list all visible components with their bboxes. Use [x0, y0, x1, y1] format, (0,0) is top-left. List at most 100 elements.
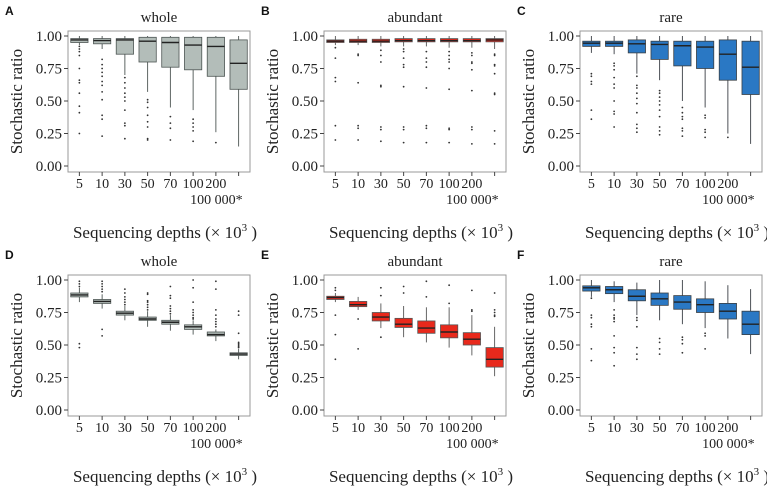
outlier-point	[635, 353, 638, 355]
x-axis-label: Sequencing depths (× 103 )	[73, 222, 257, 242]
x-tick-label: 70	[163, 421, 177, 436]
outlier-point	[237, 345, 240, 348]
outlier-point	[101, 67, 104, 70]
outlier-point	[78, 50, 81, 53]
outlier-point	[334, 286, 337, 289]
y-tick-label: 0.25	[292, 371, 318, 387]
outlier-point	[681, 127, 684, 130]
outlier-point	[123, 303, 126, 306]
x-tick-label: 100	[439, 177, 460, 192]
plot-area	[579, 274, 763, 417]
outlier-point	[613, 309, 616, 311]
y-tick-label: 0.25	[292, 127, 318, 143]
outlier-point	[192, 316, 195, 319]
outlier-point	[192, 311, 195, 314]
panel-letter: E	[261, 248, 269, 262]
outlier-point	[146, 306, 149, 309]
outlier-point	[493, 292, 496, 294]
outlier-point	[334, 76, 337, 79]
x-tick-label: 30	[630, 421, 644, 436]
outlier-point	[78, 81, 81, 84]
outlier-point	[101, 285, 104, 288]
box-10	[605, 281, 624, 367]
box-iqr	[394, 317, 413, 328]
x-axis-label-superscript: 3	[242, 466, 248, 478]
y-tick-label: 1.00	[36, 29, 62, 45]
x-axis-label: Sequencing depths (× 103 )	[329, 466, 513, 486]
x-tick-label: 100	[183, 421, 204, 436]
box-iqr	[627, 289, 646, 302]
x-axis-label-text: Sequencing depths (× 10	[585, 223, 754, 242]
x-tick-label: 30	[374, 421, 388, 436]
x-axis-label: Sequencing depths (× 103 )	[585, 222, 767, 242]
outlier-point	[681, 338, 684, 341]
outlier-point	[123, 87, 126, 89]
outlier-point	[613, 351, 616, 354]
y-tick-label: 0.50	[36, 94, 62, 110]
outlier-point	[146, 126, 149, 128]
outlier-point	[146, 120, 149, 123]
outlier-point	[146, 98, 149, 101]
outlier-point	[448, 302, 451, 305]
outlier-point	[192, 314, 195, 316]
box-iqr	[627, 39, 646, 54]
x-tick-label: 70	[163, 177, 177, 192]
outlier-point	[379, 294, 382, 297]
box-50	[138, 292, 157, 327]
x-tick-label: 50	[397, 177, 411, 192]
outlier-point	[658, 92, 661, 95]
y-axis-label: Stochastic ratio	[519, 293, 538, 398]
outlier-point	[334, 57, 337, 59]
outlier-point	[402, 141, 405, 144]
y-tick-label: 1.00	[548, 29, 574, 45]
outlier-point	[681, 118, 684, 121]
outlier-point	[192, 122, 195, 124]
box-5	[70, 280, 89, 349]
box-100000	[229, 36, 248, 147]
outlier-point	[658, 348, 661, 350]
outlier-point	[681, 135, 684, 138]
box-iqr	[417, 320, 436, 334]
outlier-point	[123, 96, 126, 98]
outlier-point	[493, 315, 496, 318]
outlier-point	[101, 91, 104, 93]
outlier-point	[448, 61, 451, 63]
x-tick-label: 100	[695, 421, 716, 436]
box-50	[650, 36, 669, 136]
outlier-point	[448, 67, 451, 70]
outlier-point	[493, 92, 496, 95]
panel-letter: F	[517, 248, 524, 262]
outlier-point	[357, 318, 360, 320]
x-tick-label: 200	[461, 421, 482, 436]
box-100	[440, 284, 459, 348]
outlier-point	[123, 292, 126, 294]
x-tick-label: 50	[653, 177, 667, 192]
x-axis-label-superscript: 3	[754, 466, 760, 478]
x-axis-label-superscript: 3	[754, 222, 760, 234]
box-10	[349, 36, 368, 141]
outlier-point	[402, 285, 405, 288]
outlier-point	[635, 87, 638, 89]
outlier-point	[613, 62, 616, 65]
outlier-point	[658, 115, 661, 118]
outlier-point	[658, 109, 661, 111]
x-tick-label: 100 000*	[702, 437, 755, 452]
box-100	[440, 36, 459, 144]
y-tick-label: 1.00	[292, 29, 318, 45]
box-100000	[485, 36, 504, 145]
x-tick-label: 10	[607, 421, 621, 436]
outlier-point	[214, 288, 217, 290]
outlier-point	[681, 130, 684, 132]
box-30	[371, 36, 390, 143]
x-tick-label: 200	[205, 177, 226, 192]
y-tick-label: 0.75	[36, 62, 62, 78]
outlier-point	[493, 93, 496, 96]
outlier-point	[681, 342, 684, 345]
y-axis-label: Stochastic ratio	[263, 49, 282, 154]
outlier-point	[635, 84, 638, 87]
box-iqr	[485, 347, 504, 368]
box-70	[417, 280, 436, 343]
outlier-point	[681, 351, 684, 354]
